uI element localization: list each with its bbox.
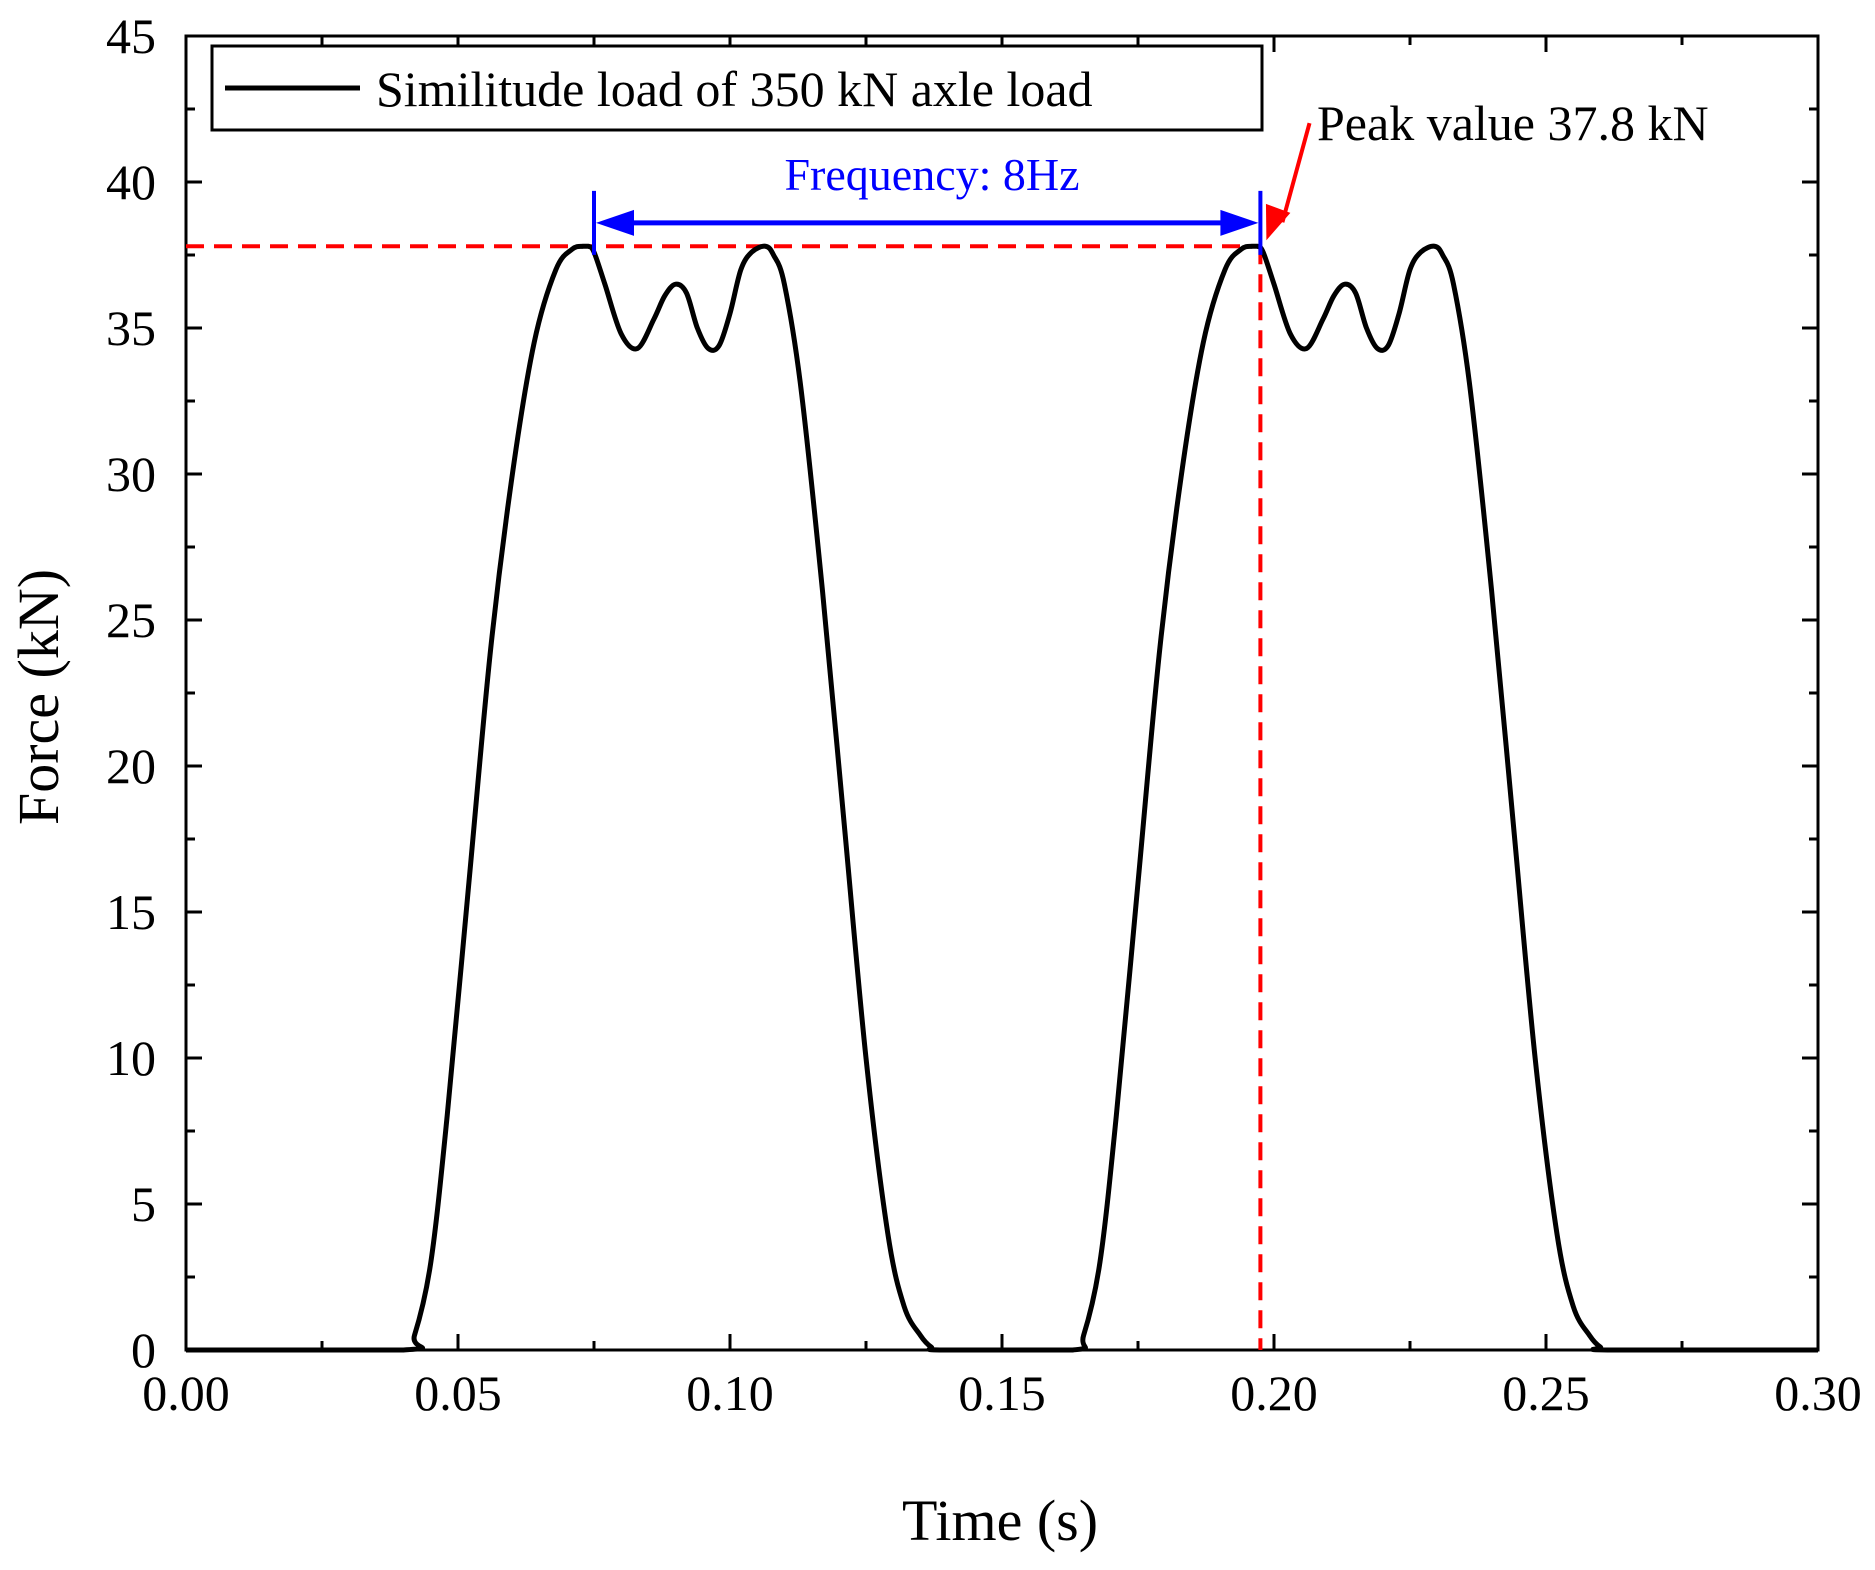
frequency-arrowhead-right bbox=[1220, 209, 1259, 236]
frequency-label: Frequency: 8Hz bbox=[784, 149, 1079, 200]
series-line-similitude-load bbox=[185, 243, 1818, 1353]
x-tick-label: 0.20 bbox=[1230, 1365, 1318, 1421]
frequency-arrowhead-left bbox=[596, 209, 634, 236]
y-tick-label: 20 bbox=[106, 738, 156, 794]
y-tick-label: 35 bbox=[106, 300, 156, 356]
y-axis-title: Force (kN) bbox=[6, 569, 71, 825]
x-tick-label: 0.10 bbox=[686, 1365, 774, 1421]
x-tick-label: 0.05 bbox=[414, 1365, 502, 1421]
x-tick-label: 0.15 bbox=[958, 1365, 1046, 1421]
legend-box bbox=[210, 44, 1264, 132]
y-tick-label: 10 bbox=[106, 1030, 156, 1086]
x-tick-label: 0.25 bbox=[1502, 1365, 1590, 1421]
peak-pointer-arrowhead bbox=[1265, 203, 1291, 241]
y-tick-label: 45 bbox=[106, 8, 156, 64]
axes-layer: 0.00 0.05 0.10 0.15 0.20 0.25 0.30 0 5 10 15 20 25 30… bbox=[106, 8, 1862, 1421]
y-tick-label: 5 bbox=[131, 1176, 156, 1232]
legend: Similitude load of 350 kN axle load bbox=[210, 44, 1264, 132]
annotation-layer bbox=[592, 122, 1312, 255]
x-axis-title: Time (s) bbox=[902, 1488, 1098, 1553]
x-tick-label: 0.30 bbox=[1774, 1365, 1862, 1421]
y-tick-label: 40 bbox=[106, 154, 156, 210]
series-layer bbox=[185, 243, 1818, 1353]
y-tick-label: 15 bbox=[106, 884, 156, 940]
y-tick-label: 0 bbox=[131, 1322, 156, 1378]
y-tick-label: 30 bbox=[106, 446, 156, 502]
y-tick-label: 25 bbox=[106, 592, 156, 648]
peak-pointer-line bbox=[1280, 122, 1312, 223]
legend-label: Similitude load of 350 kN axle load bbox=[376, 61, 1093, 117]
peak-value-label: Peak value 37.8 kN bbox=[1317, 95, 1709, 151]
x-tick-label: 0.00 bbox=[142, 1365, 230, 1421]
reference-lines-layer bbox=[186, 244, 1263, 1350]
